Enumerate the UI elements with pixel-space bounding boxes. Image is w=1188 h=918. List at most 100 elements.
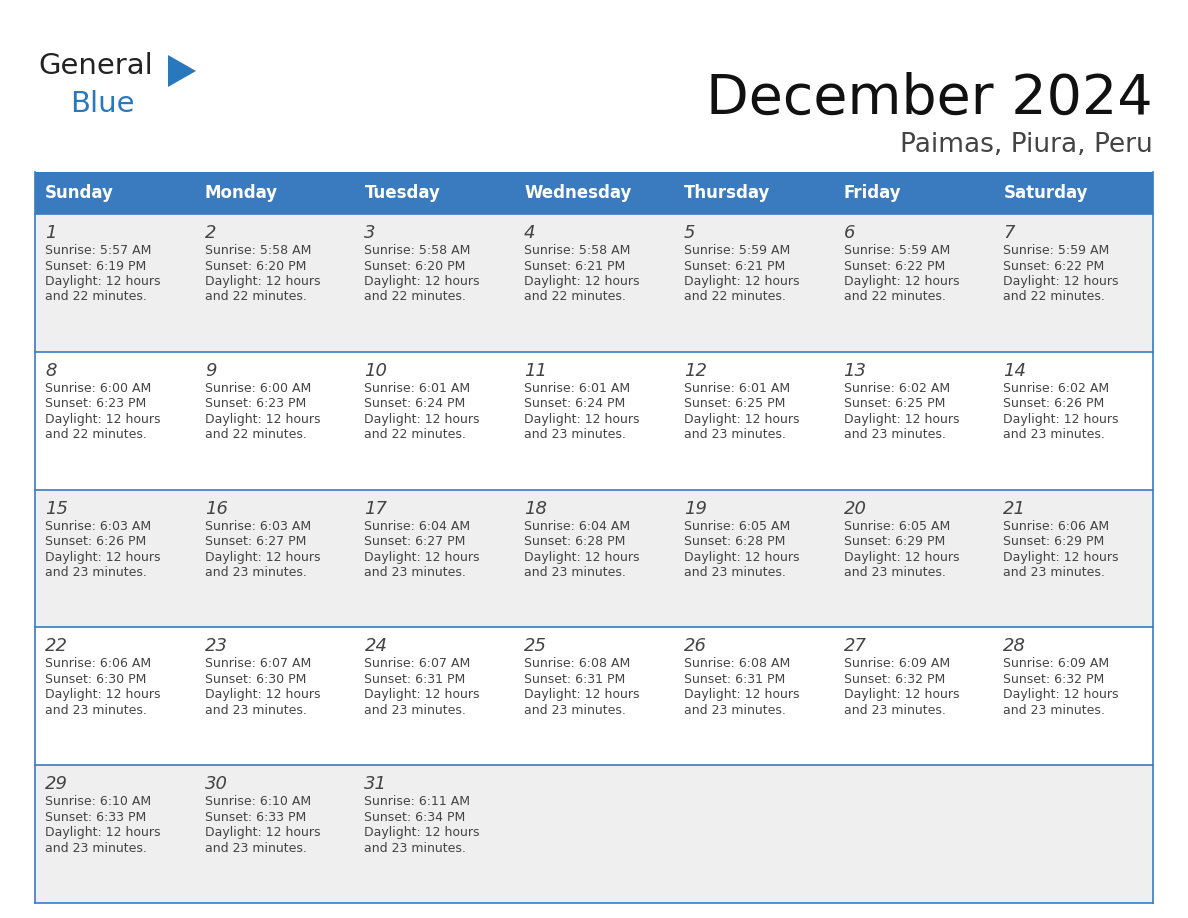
Text: Blue: Blue [70,90,134,118]
Text: Friday: Friday [843,184,902,202]
Text: and 23 minutes.: and 23 minutes. [204,566,307,579]
Text: Sunset: 6:24 PM: Sunset: 6:24 PM [365,397,466,410]
Text: Daylight: 12 hours: Daylight: 12 hours [45,275,160,288]
Text: Sunrise: 6:06 AM: Sunrise: 6:06 AM [1004,520,1110,532]
Text: and 22 minutes.: and 22 minutes. [45,290,147,304]
Text: 29: 29 [45,775,68,793]
Text: Sunrise: 6:00 AM: Sunrise: 6:00 AM [45,382,151,395]
Text: Sunset: 6:26 PM: Sunset: 6:26 PM [1004,397,1105,410]
Text: and 22 minutes.: and 22 minutes. [684,290,785,304]
Text: Daylight: 12 hours: Daylight: 12 hours [524,275,639,288]
Text: Sunset: 6:24 PM: Sunset: 6:24 PM [524,397,625,410]
Text: Sunrise: 5:59 AM: Sunrise: 5:59 AM [684,244,790,257]
Bar [195,172,354,214]
Text: 8: 8 [45,362,57,380]
Text: 15: 15 [45,499,68,518]
Text: 14: 14 [1004,362,1026,380]
Text: Sunset: 6:33 PM: Sunset: 6:33 PM [204,811,307,823]
Text: Daylight: 12 hours: Daylight: 12 hours [843,275,959,288]
Text: Sunrise: 6:10 AM: Sunrise: 6:10 AM [45,795,151,808]
Bar [993,172,1154,214]
Text: and 23 minutes.: and 23 minutes. [524,429,626,442]
Text: Wednesday: Wednesday [524,184,632,202]
Text: 4: 4 [524,224,536,242]
Text: Daylight: 12 hours: Daylight: 12 hours [524,413,639,426]
Text: Tuesday: Tuesday [365,184,441,202]
Text: Sunset: 6:21 PM: Sunset: 6:21 PM [524,260,625,273]
Text: 27: 27 [843,637,866,655]
Text: Sunrise: 6:08 AM: Sunrise: 6:08 AM [524,657,631,670]
Text: and 23 minutes.: and 23 minutes. [524,566,626,579]
Text: 23: 23 [204,637,228,655]
Text: Daylight: 12 hours: Daylight: 12 hours [684,275,800,288]
Text: and 23 minutes.: and 23 minutes. [843,429,946,442]
Bar [34,172,195,214]
Text: Sunrise: 6:01 AM: Sunrise: 6:01 AM [365,382,470,395]
Text: Daylight: 12 hours: Daylight: 12 hours [524,688,639,701]
Text: Daylight: 12 hours: Daylight: 12 hours [365,688,480,701]
Text: Sunset: 6:30 PM: Sunset: 6:30 PM [45,673,146,686]
Text: Daylight: 12 hours: Daylight: 12 hours [45,826,160,839]
Text: Sunrise: 6:01 AM: Sunrise: 6:01 AM [524,382,631,395]
Text: Sunset: 6:22 PM: Sunset: 6:22 PM [1004,260,1105,273]
Text: Daylight: 12 hours: Daylight: 12 hours [45,551,160,564]
Text: Sunrise: 6:09 AM: Sunrise: 6:09 AM [1004,657,1110,670]
Text: 24: 24 [365,637,387,655]
Text: and 23 minutes.: and 23 minutes. [204,842,307,855]
Text: Saturday: Saturday [1004,184,1088,202]
Text: and 22 minutes.: and 22 minutes. [365,429,467,442]
Text: and 23 minutes.: and 23 minutes. [45,566,147,579]
Text: Sunday: Sunday [45,184,114,202]
Text: Daylight: 12 hours: Daylight: 12 hours [365,413,480,426]
Text: 20: 20 [843,499,866,518]
Text: Daylight: 12 hours: Daylight: 12 hours [1004,688,1119,701]
Text: Sunset: 6:34 PM: Sunset: 6:34 PM [365,811,466,823]
Text: and 22 minutes.: and 22 minutes. [1004,290,1105,304]
Text: General: General [38,52,153,80]
Text: 25: 25 [524,637,548,655]
Bar [834,172,993,214]
Text: Sunset: 6:19 PM: Sunset: 6:19 PM [45,260,146,273]
Text: 9: 9 [204,362,216,380]
Polygon shape [168,55,196,87]
Text: Sunrise: 5:59 AM: Sunrise: 5:59 AM [1004,244,1110,257]
Text: Sunrise: 6:11 AM: Sunrise: 6:11 AM [365,795,470,808]
Text: and 23 minutes.: and 23 minutes. [1004,566,1105,579]
Text: 21: 21 [1004,499,1026,518]
Text: 16: 16 [204,499,228,518]
Bar [34,627,1154,766]
Text: and 22 minutes.: and 22 minutes. [204,429,307,442]
Text: 12: 12 [684,362,707,380]
Text: Daylight: 12 hours: Daylight: 12 hours [204,413,321,426]
Text: Sunset: 6:23 PM: Sunset: 6:23 PM [45,397,146,410]
Text: Sunset: 6:25 PM: Sunset: 6:25 PM [684,397,785,410]
Text: Sunset: 6:20 PM: Sunset: 6:20 PM [365,260,466,273]
Text: and 23 minutes.: and 23 minutes. [684,704,785,717]
Text: Daylight: 12 hours: Daylight: 12 hours [365,275,480,288]
Text: 5: 5 [684,224,695,242]
Text: and 23 minutes.: and 23 minutes. [204,704,307,717]
Text: and 23 minutes.: and 23 minutes. [365,704,467,717]
Bar [674,172,834,214]
Text: Paimas, Piura, Peru: Paimas, Piura, Peru [901,132,1154,158]
Text: Sunrise: 6:04 AM: Sunrise: 6:04 AM [365,520,470,532]
Text: Sunset: 6:23 PM: Sunset: 6:23 PM [204,397,307,410]
Text: 6: 6 [843,224,855,242]
Text: Sunset: 6:31 PM: Sunset: 6:31 PM [524,673,625,686]
Text: Daylight: 12 hours: Daylight: 12 hours [45,413,160,426]
Text: Sunrise: 6:01 AM: Sunrise: 6:01 AM [684,382,790,395]
Text: and 23 minutes.: and 23 minutes. [45,704,147,717]
Text: 30: 30 [204,775,228,793]
Text: 13: 13 [843,362,866,380]
Text: Sunrise: 6:09 AM: Sunrise: 6:09 AM [843,657,949,670]
Text: and 23 minutes.: and 23 minutes. [524,704,626,717]
Text: Sunset: 6:28 PM: Sunset: 6:28 PM [684,535,785,548]
Text: Daylight: 12 hours: Daylight: 12 hours [843,688,959,701]
Text: 18: 18 [524,499,548,518]
Text: Sunrise: 6:02 AM: Sunrise: 6:02 AM [1004,382,1110,395]
Text: Daylight: 12 hours: Daylight: 12 hours [684,413,800,426]
Text: Sunset: 6:32 PM: Sunset: 6:32 PM [1004,673,1105,686]
Text: Sunrise: 6:04 AM: Sunrise: 6:04 AM [524,520,631,532]
Text: Sunset: 6:28 PM: Sunset: 6:28 PM [524,535,626,548]
Text: Monday: Monday [204,184,278,202]
